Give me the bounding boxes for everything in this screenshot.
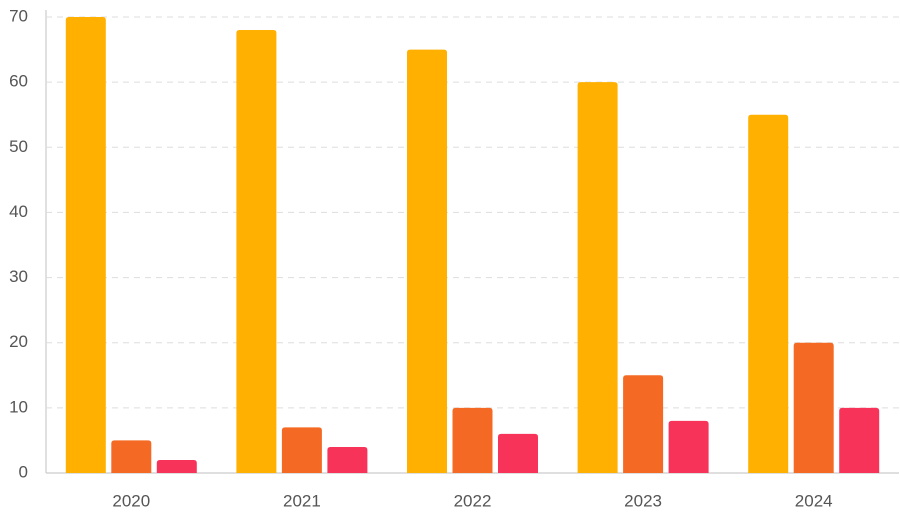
bar (839, 407, 880, 473)
y-tick-label: 20 (9, 332, 28, 351)
y-tick-label: 10 (9, 397, 28, 416)
bar (623, 375, 664, 473)
bar (111, 440, 152, 473)
bar (793, 342, 834, 473)
bar (156, 459, 197, 473)
y-tick-label: 50 (9, 137, 28, 156)
x-tick-label: 2021 (283, 491, 321, 510)
x-tick-label: 2020 (112, 491, 150, 510)
x-tick-label: 2024 (795, 491, 833, 510)
bar (327, 446, 368, 473)
bar (281, 427, 322, 473)
bar (668, 420, 709, 473)
bar (452, 407, 493, 473)
y-tick-label: 70 (9, 6, 28, 25)
bar (748, 114, 789, 473)
y-tick-label: 60 (9, 72, 28, 91)
x-tick-label: 2023 (624, 491, 662, 510)
bar (407, 49, 447, 473)
bar (577, 82, 618, 474)
bar (498, 433, 538, 473)
y-tick-label: 30 (9, 267, 28, 286)
y-tick-label: 40 (9, 202, 28, 221)
bar (65, 17, 106, 473)
bar (236, 30, 277, 474)
x-tick-label: 2022 (454, 491, 492, 510)
y-tick-label: 0 (19, 462, 28, 481)
